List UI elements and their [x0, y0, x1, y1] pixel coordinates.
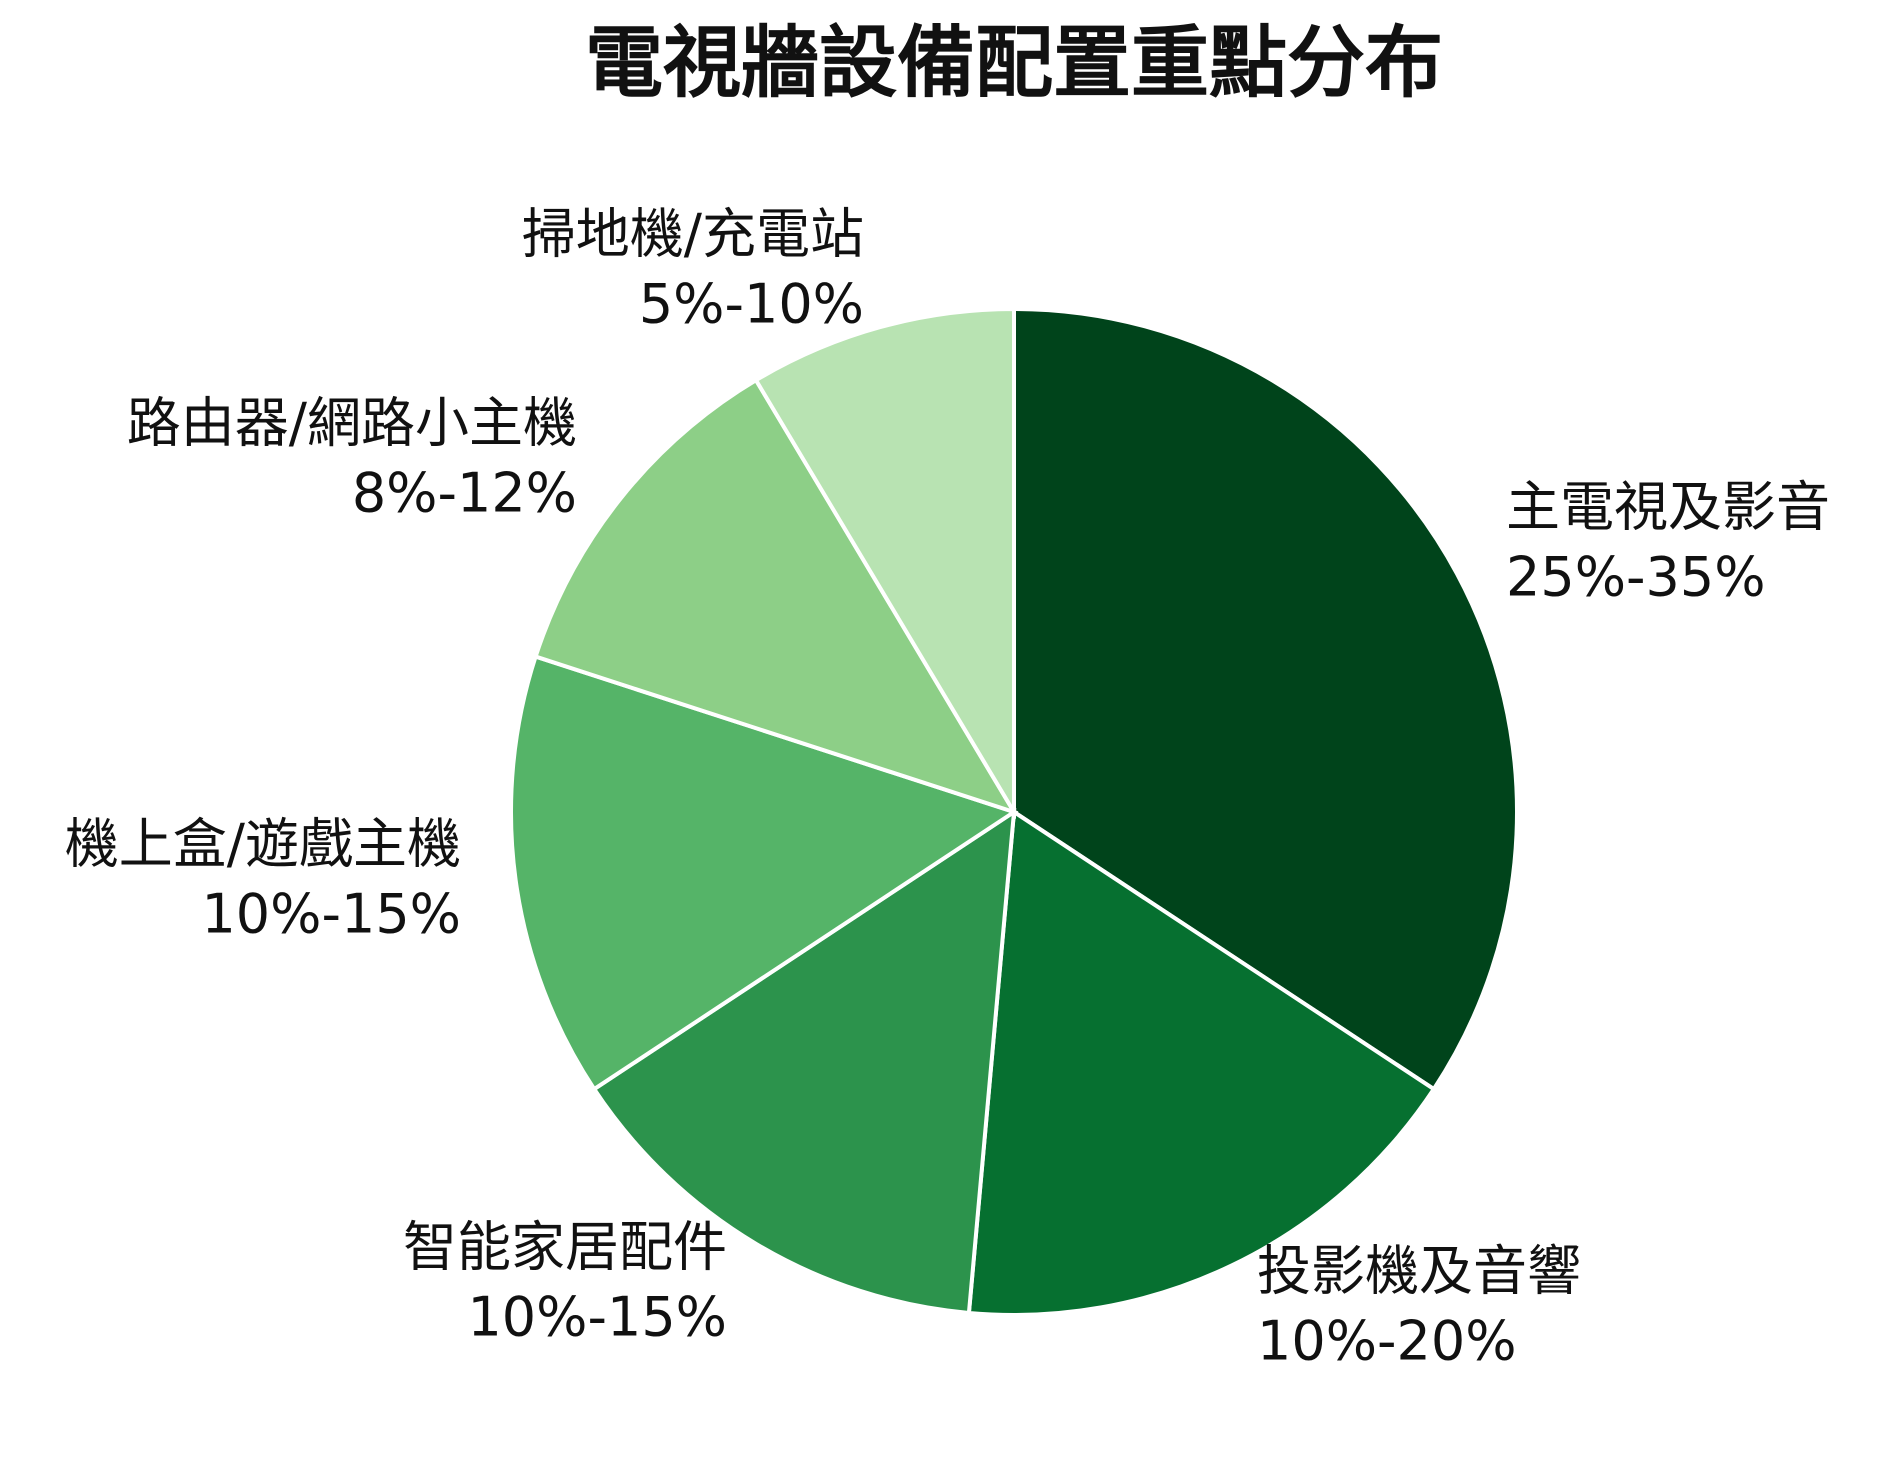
slice-label-name: 路由器/網路小主機 — [127, 392, 577, 455]
slice-label-name: 投影機及音響 — [1257, 1240, 1581, 1303]
pie-slice — [533, 377, 1019, 816]
slice-label-range: 10%-15% — [201, 883, 461, 946]
pie-slice — [509, 654, 1019, 1092]
pie-slice — [753, 306, 1016, 820]
slice-label-name: 主電視及影音 — [1506, 476, 1830, 539]
slice-label-range: 8%-12% — [352, 462, 577, 525]
chart-title: 電視牆設備配置重點分布 — [585, 18, 1443, 108]
pie-slice — [591, 808, 1017, 1316]
slice-label-name: 掃地機/充電站 — [522, 203, 864, 266]
slice-label-range: 5%-10% — [639, 273, 864, 336]
slice-label-range: 10%-20% — [1257, 1310, 1517, 1373]
slice-label-range: 10%-15% — [467, 1286, 727, 1349]
slice-label-name: 智能家居配件 — [403, 1216, 727, 1279]
slice-label-range: 25%-35% — [1506, 546, 1766, 609]
slice-label-name: 機上盒/遊戲主機 — [65, 813, 461, 876]
pie-slice — [966, 808, 1437, 1317]
